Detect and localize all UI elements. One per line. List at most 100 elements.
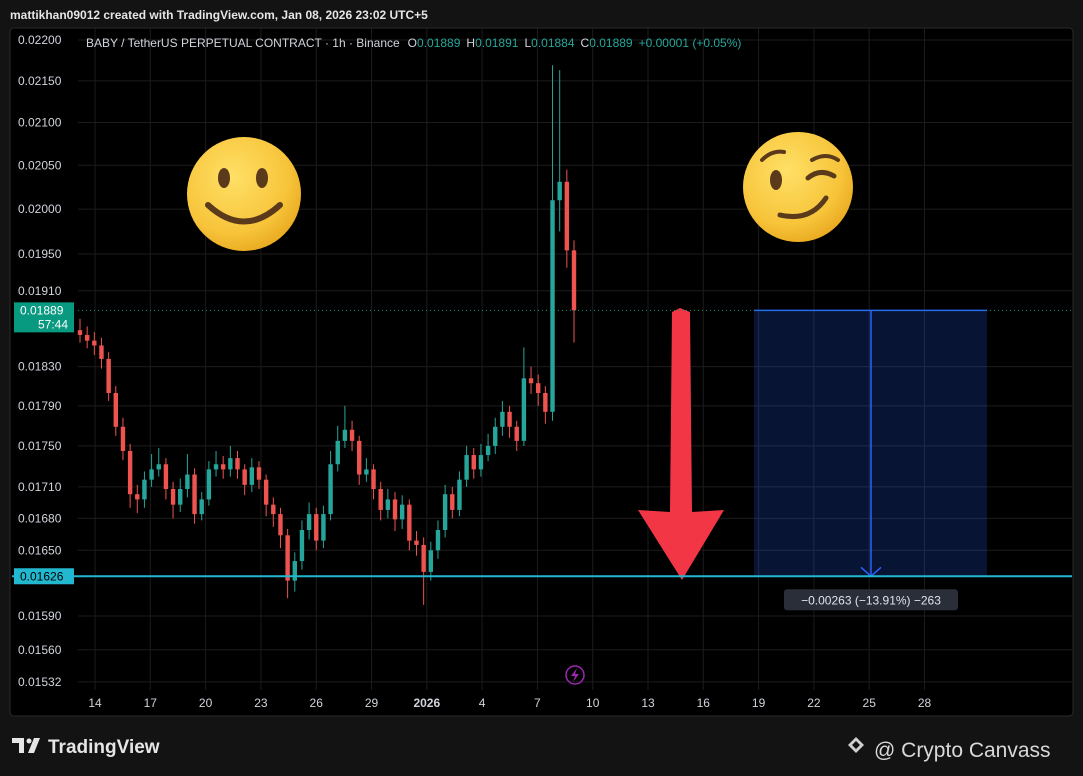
candle-body bbox=[170, 489, 176, 505]
candle-body bbox=[421, 544, 426, 572]
candle-body bbox=[528, 378, 534, 384]
candle-body bbox=[235, 458, 240, 470]
candle-body bbox=[263, 479, 269, 505]
candle-body bbox=[385, 499, 391, 510]
credit: @ Crypto Canvass bbox=[848, 737, 1051, 762]
candle-body bbox=[228, 458, 233, 470]
y-tick-label: 0.02200 bbox=[18, 33, 62, 47]
candle-body bbox=[464, 455, 469, 480]
y-tick-label: 0.01830 bbox=[18, 360, 62, 374]
x-tick-label: 17 bbox=[144, 696, 158, 710]
plot bbox=[77, 65, 577, 605]
candle-body bbox=[349, 429, 355, 441]
x-tick-label: 25 bbox=[863, 696, 877, 710]
symbol-title: BABY / TetherUS PERPETUAL CONTRACT · 1h … bbox=[86, 36, 400, 50]
candle-body bbox=[127, 450, 133, 495]
ohlc-value: 0.01891 bbox=[475, 36, 519, 50]
candle-body bbox=[457, 479, 462, 510]
candle-body bbox=[500, 411, 505, 427]
candle-body bbox=[220, 464, 226, 470]
candle-body bbox=[543, 393, 548, 412]
credit-text: @ Crypto Canvass bbox=[874, 739, 1051, 762]
ohlc-value: 0.01889 bbox=[589, 36, 633, 50]
horizontal-line-label: 0.01626 bbox=[20, 569, 64, 583]
candle-body bbox=[557, 181, 562, 201]
down-arrow bbox=[638, 308, 724, 580]
candle-body bbox=[99, 345, 104, 359]
x-tick-label: 20 bbox=[199, 696, 213, 710]
candle-body bbox=[156, 464, 161, 470]
y-tick-label: 0.01750 bbox=[18, 439, 62, 453]
x-tick-label: 28 bbox=[918, 696, 932, 710]
candle-body bbox=[292, 561, 297, 581]
x-tick-label: 10 bbox=[586, 696, 600, 710]
grid: 0.02200 0.02150 0.02100 0.02050 0.02000 0.019… bbox=[18, 28, 1072, 710]
x-tick-label: 4 bbox=[479, 696, 486, 710]
candle-body bbox=[485, 445, 491, 456]
y-tick-label: 0.02100 bbox=[18, 116, 62, 130]
candle-body bbox=[178, 489, 183, 505]
wink-emoji bbox=[743, 132, 853, 242]
candle-body bbox=[378, 489, 383, 510]
candle-body bbox=[113, 393, 118, 427]
x-tick-label: 16 bbox=[697, 696, 711, 710]
candle-body bbox=[478, 455, 484, 470]
y-tick-label: 0.01680 bbox=[18, 511, 62, 525]
ohlc-key: O bbox=[408, 36, 417, 50]
candle-body bbox=[428, 550, 434, 572]
tradingview-logo: TradingView bbox=[12, 737, 160, 758]
candle-body bbox=[271, 504, 276, 515]
candle-body bbox=[435, 529, 441, 551]
x-tick-label: 19 bbox=[752, 696, 766, 710]
candle-body bbox=[163, 464, 169, 490]
candle-body bbox=[399, 504, 405, 520]
candle-body bbox=[213, 464, 219, 470]
candle-body bbox=[564, 181, 570, 251]
y-tick-label: 0.02000 bbox=[18, 202, 62, 216]
measure-label: −0.00263 (−13.91%) −263 bbox=[801, 593, 941, 607]
header-text: mattikhan09012 created with TradingView.… bbox=[10, 8, 428, 22]
candle-body bbox=[414, 540, 419, 545]
y-tick-label: 0.01590 bbox=[18, 609, 62, 623]
candle-body bbox=[120, 426, 126, 451]
y-tick-label: 0.02050 bbox=[18, 158, 62, 172]
candle-body bbox=[199, 499, 204, 515]
candle-body bbox=[371, 469, 376, 490]
candle-body bbox=[571, 250, 577, 311]
candle-body bbox=[335, 440, 340, 465]
y-tick-label: 0.01532 bbox=[18, 675, 62, 689]
x-tick-label: 7 bbox=[534, 696, 541, 710]
chart-legend: BABY / TetherUS PERPETUAL CONTRACT · 1h … bbox=[86, 36, 741, 50]
x-tick-label: 29 bbox=[365, 696, 379, 710]
ohlc-value: 0.01889 bbox=[417, 36, 461, 50]
candle-body bbox=[206, 469, 212, 500]
candle-body bbox=[442, 494, 448, 530]
candle-body bbox=[142, 479, 147, 500]
logo-text: TradingView bbox=[48, 737, 160, 758]
candle-body bbox=[84, 334, 90, 341]
candle-body bbox=[285, 535, 290, 581]
candle-body bbox=[550, 200, 555, 412]
lightning-icon bbox=[565, 665, 585, 685]
candle-body bbox=[536, 383, 541, 394]
candle-body bbox=[342, 429, 348, 441]
ohlc-key: H bbox=[466, 36, 475, 50]
x-tick-label: 22 bbox=[807, 696, 821, 710]
candle-body bbox=[493, 426, 498, 446]
candle-body bbox=[249, 467, 255, 485]
candle-body bbox=[306, 514, 312, 530]
candle-body bbox=[185, 474, 190, 490]
x-tick-label: 23 bbox=[254, 696, 268, 710]
candle-body bbox=[507, 411, 512, 427]
candle-body bbox=[149, 469, 154, 480]
candle-body bbox=[242, 469, 247, 485]
candle-body bbox=[278, 514, 283, 536]
smiley-emoji bbox=[187, 137, 301, 251]
y-tick-label: 0.01950 bbox=[18, 247, 62, 261]
last-price-tag bbox=[14, 302, 74, 333]
candle-body bbox=[471, 455, 476, 470]
candle-body bbox=[357, 440, 362, 475]
candle-body bbox=[407, 504, 412, 541]
